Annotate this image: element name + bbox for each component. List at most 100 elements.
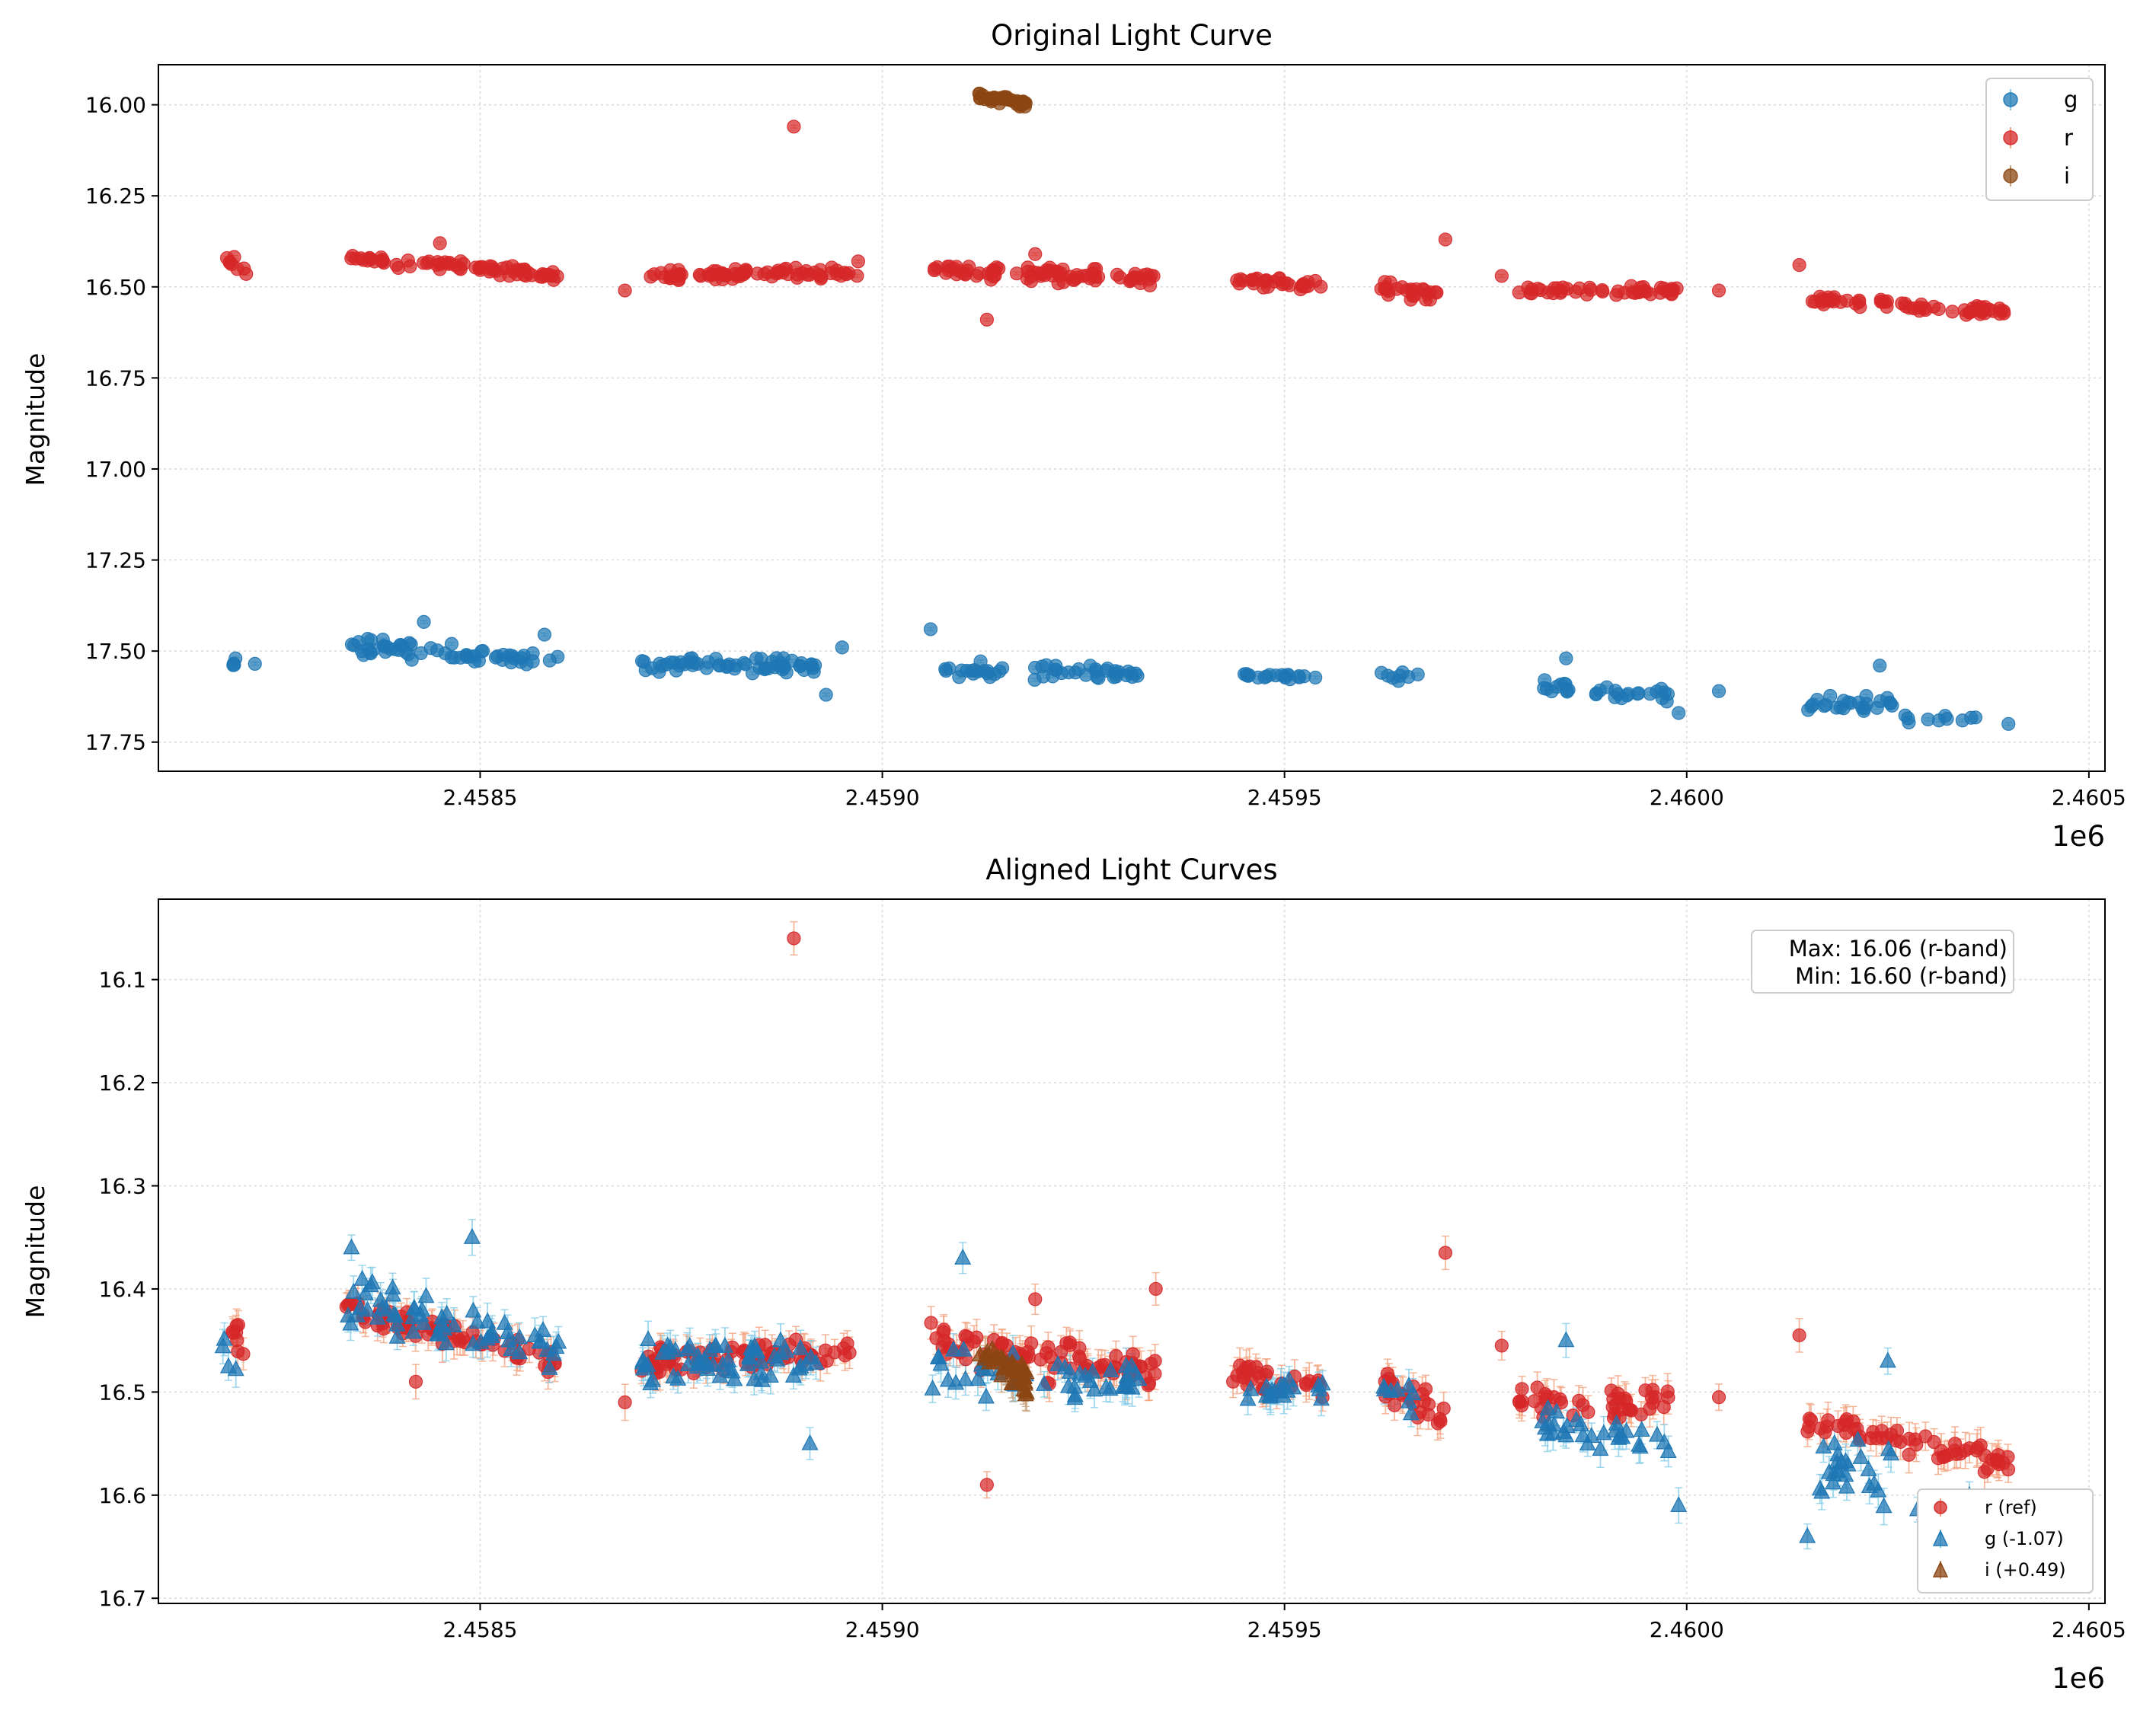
data-point — [995, 661, 1010, 675]
y-axis-label: Magnitude — [21, 353, 50, 487]
data-point — [423, 641, 438, 656]
data-point — [522, 266, 536, 280]
data-point — [1558, 677, 1573, 691]
data-point — [1650, 684, 1664, 699]
y-tick-label: 16.25 — [85, 183, 146, 209]
data-point — [984, 273, 998, 287]
data-point — [228, 651, 243, 665]
x-tick-label: 2.4590 — [845, 785, 920, 810]
legend-label-r: r — [2064, 125, 2073, 151]
data-point — [1829, 700, 1844, 715]
data-point — [1107, 670, 1121, 684]
data-point — [433, 236, 447, 250]
data-point — [634, 654, 650, 668]
data-point — [1276, 276, 1291, 290]
aligned-light-curves-panel: Aligned Light Curves Magnitude 1e6 2.458… — [21, 853, 2126, 1695]
data-point — [927, 263, 942, 278]
data-point — [401, 254, 415, 268]
data-point — [1815, 292, 1829, 306]
x-offset-label: 1e6 — [2052, 820, 2105, 853]
x-tick-label: 2.4585 — [442, 785, 517, 810]
data-point — [1020, 271, 1035, 286]
error-bars — [223, 91, 2013, 726]
data-point — [1282, 672, 1297, 687]
plot-frame — [158, 64, 2106, 772]
data-point — [1792, 257, 1806, 273]
original-light-curve-panel: Original Light Curve Magnitude 1e6 2.458… — [21, 19, 2126, 853]
data-point — [360, 254, 375, 268]
data-point — [230, 262, 244, 276]
data-point — [1314, 279, 1328, 294]
legend-marker-g — [2003, 92, 2018, 107]
data-point — [736, 656, 751, 670]
data-point — [438, 646, 452, 661]
data-point — [1013, 96, 1028, 111]
legend-marker-r — [2003, 130, 2018, 145]
data-point — [1895, 296, 1909, 311]
y-tick-label: 16.50 — [85, 275, 146, 300]
data-point — [375, 632, 390, 647]
data-point — [793, 659, 807, 673]
data-point — [1416, 282, 1430, 296]
y-tick-label: 17.00 — [85, 457, 146, 482]
data-point — [1410, 667, 1425, 681]
data-point — [960, 263, 975, 278]
data-point — [1045, 268, 1060, 282]
data-point — [819, 688, 833, 702]
legend-item-i: i — [2003, 163, 2070, 189]
y-axis-label: Magnitude — [21, 1185, 50, 1319]
data-point — [1579, 287, 1594, 301]
data-point — [471, 653, 486, 668]
data-point — [444, 636, 459, 651]
data-point — [1873, 659, 1887, 673]
error-bars — [219, 920, 2013, 1550]
data-point — [851, 254, 865, 269]
data-point — [775, 265, 790, 279]
data-point — [1381, 288, 1396, 302]
grid — [158, 899, 2105, 1603]
data-point — [1428, 285, 1443, 299]
x-tick-label: 2.4605 — [2052, 785, 2126, 810]
data-point — [1386, 671, 1401, 685]
data-markers — [219, 86, 2016, 731]
legend-marker-i — [2003, 168, 2018, 183]
data-point — [1263, 668, 1277, 682]
data-point — [765, 654, 779, 669]
data-point — [1121, 664, 1135, 679]
data-point — [482, 264, 497, 279]
data-point — [1672, 706, 1686, 720]
data-point — [1110, 267, 1125, 282]
data-point — [1241, 668, 1256, 683]
chart-title: Aligned Light Curves — [985, 853, 1277, 886]
legend: g r i — [1985, 78, 2094, 201]
data-point — [1937, 709, 1953, 723]
data-point — [1537, 681, 1551, 696]
data-point — [1823, 688, 1838, 703]
data-point — [506, 264, 521, 279]
data-point — [837, 266, 851, 280]
data-point — [787, 120, 801, 134]
data-point — [1230, 273, 1244, 288]
data-point — [1512, 286, 1526, 300]
data-point — [1069, 268, 1084, 282]
data-point — [537, 627, 552, 642]
data-point — [1146, 269, 1161, 283]
data-point — [618, 283, 632, 298]
data-point — [791, 267, 805, 282]
data-point — [1711, 684, 1726, 698]
x-offset-label: 1e6 — [2052, 1662, 2105, 1695]
data-point — [442, 257, 456, 271]
y-tick-label: 17.25 — [85, 548, 146, 573]
data-point — [1912, 304, 1927, 318]
data-point — [984, 92, 998, 107]
data-point — [647, 267, 662, 282]
data-point — [673, 655, 688, 669]
data-point — [361, 642, 375, 656]
data-point — [1857, 703, 1871, 718]
data-point — [1643, 287, 1658, 301]
x-tick-label: 2.4600 — [1650, 785, 1724, 810]
data-point — [1978, 306, 1992, 321]
data-point — [699, 661, 714, 675]
data-point — [923, 622, 938, 636]
data-point — [674, 267, 688, 282]
